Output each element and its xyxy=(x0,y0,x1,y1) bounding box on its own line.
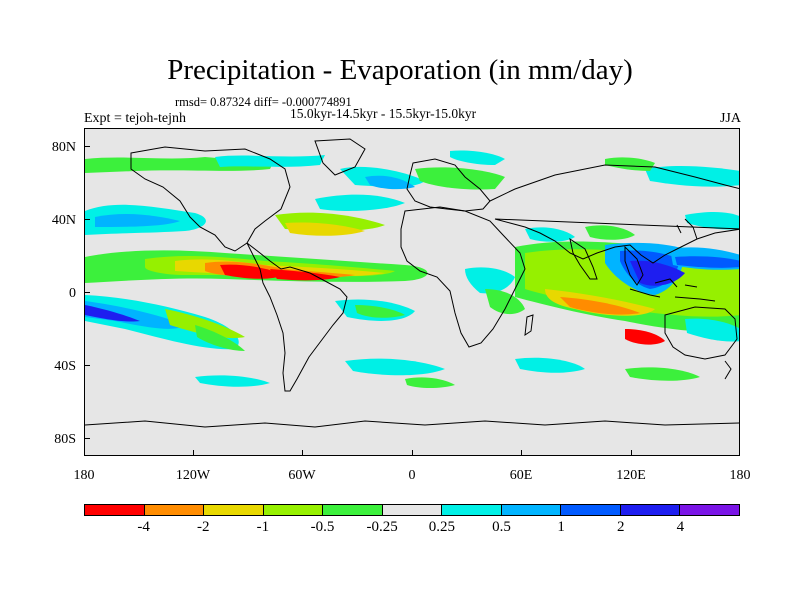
lon-tick xyxy=(521,450,522,456)
lon-tick xyxy=(412,450,413,456)
stats-text: rmsd= 0.87324 diff= -0.000774891 xyxy=(175,95,352,109)
coastlines xyxy=(85,138,739,428)
colorbar xyxy=(84,504,740,516)
period-text: 15.0kyr-14.5kyr - 15.5kyr-15.0kyr xyxy=(290,106,477,121)
colorbar-label: -0.5 xyxy=(310,519,335,535)
colorbar-cell xyxy=(323,505,383,515)
lon-label-180e: 180 xyxy=(729,468,751,483)
colorbar-cell xyxy=(204,505,264,515)
season-label: JJA xyxy=(719,111,741,126)
colorbar-cell xyxy=(561,505,621,515)
lon-tick xyxy=(631,450,632,456)
colorbar-cell xyxy=(501,505,562,515)
lat-tick xyxy=(84,292,90,293)
colorbar-cell xyxy=(85,505,145,515)
colorbar-label: -4 xyxy=(137,519,150,535)
field-contours xyxy=(85,150,739,388)
colorbar-cell xyxy=(442,505,502,515)
lon-tick xyxy=(193,450,194,456)
lat-tick xyxy=(84,219,90,220)
colorbar-cell xyxy=(144,505,205,515)
lat-label-40s: 40S xyxy=(54,359,76,374)
colorbar-label: 0.5 xyxy=(492,519,511,535)
map-panel xyxy=(84,128,740,456)
lat-label-40n: 40N xyxy=(51,213,76,228)
chart-title: Precipitation - Evaporation (in mm/day) xyxy=(167,54,633,86)
lon-label-60w: 60W xyxy=(288,468,316,483)
colorbar-cell xyxy=(620,505,681,515)
lon-label-180w: 180 xyxy=(73,468,95,483)
lat-tick xyxy=(84,365,90,366)
lon-label-120e: 120E xyxy=(616,468,646,483)
experiment-label: Expt = tejoh-tejnh xyxy=(84,111,186,126)
colorbar-label: -2 xyxy=(197,519,210,535)
colorbar-label: -0.25 xyxy=(366,519,398,535)
lat-tick xyxy=(84,438,90,439)
colorbar-label: 2 xyxy=(616,519,625,535)
lon-label-60e: 60E xyxy=(509,468,533,483)
lat-tick xyxy=(84,146,90,147)
lon-label-0: 0 xyxy=(408,468,416,483)
lat-label-0: 0 xyxy=(69,286,76,301)
colorbar-label: -1 xyxy=(256,519,270,535)
colorbar-cell xyxy=(382,505,443,515)
lon-label-120w: 120W xyxy=(175,468,211,483)
lat-label-80s: 80S xyxy=(54,432,76,447)
colorbar-label: 0.25 xyxy=(428,519,455,535)
colorbar-label: 4 xyxy=(676,519,685,535)
colorbar-cell xyxy=(680,505,740,515)
lon-tick xyxy=(302,450,303,456)
colorbar-cell xyxy=(263,505,324,515)
colorbar-label: 1 xyxy=(557,519,565,535)
pe-map xyxy=(85,138,739,428)
lat-label-80n: 80N xyxy=(51,140,76,155)
